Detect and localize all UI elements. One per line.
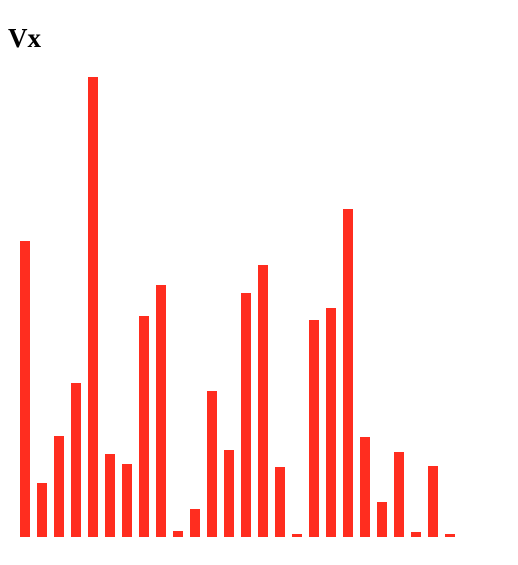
bar <box>20 241 30 537</box>
bar <box>292 534 302 537</box>
chart-title: Vx <box>8 23 41 53</box>
bar <box>37 483 47 537</box>
bar <box>173 531 183 537</box>
bar <box>377 502 387 537</box>
bar <box>224 450 234 537</box>
bar <box>207 391 217 537</box>
bar <box>241 293 251 537</box>
bar <box>309 320 319 537</box>
bar <box>360 437 370 537</box>
bar <box>394 452 404 537</box>
bar <box>428 466 438 537</box>
bar <box>275 467 285 537</box>
bar <box>71 383 81 537</box>
bar <box>54 436 64 537</box>
bar <box>343 209 353 537</box>
bar <box>326 308 336 537</box>
bar <box>139 316 149 537</box>
bar <box>411 532 421 537</box>
bar <box>122 464 132 537</box>
bar <box>190 509 200 537</box>
bar <box>258 265 268 537</box>
bar <box>156 285 166 537</box>
bar <box>105 454 115 537</box>
bar <box>88 77 98 537</box>
bar <box>445 534 455 537</box>
